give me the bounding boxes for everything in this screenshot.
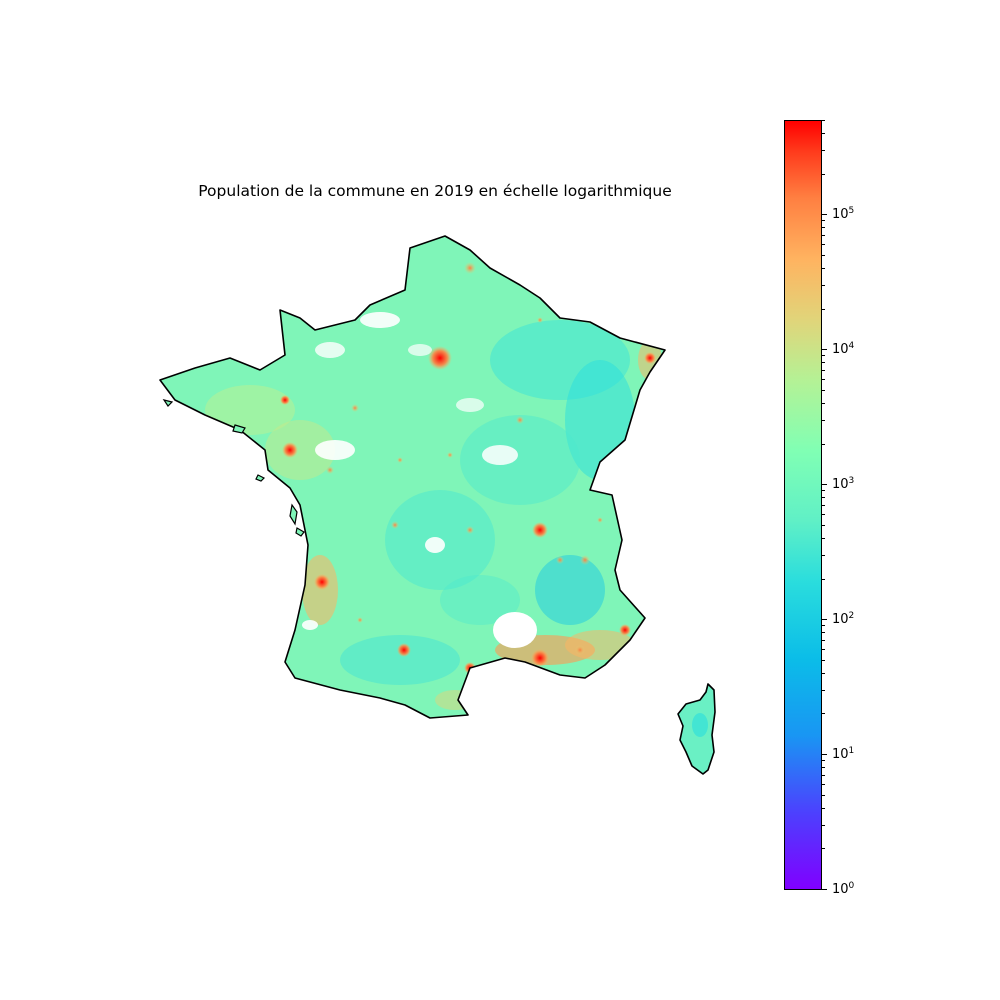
- city-toulouse: [397, 643, 411, 657]
- city-lyon: [532, 522, 548, 538]
- colorbar-tick-label: 103: [832, 476, 854, 492]
- colorbar-minor-tick: [822, 632, 825, 634]
- colorbar-minor-tick: [822, 490, 825, 492]
- tick-base: 10: [832, 612, 849, 628]
- city-bordeaux: [314, 574, 330, 590]
- colorbar-minor-tick: [822, 389, 825, 391]
- colorbar-tick-label: 105: [832, 206, 854, 222]
- map-title: Population de la commune en 2019 en éche…: [198, 182, 672, 200]
- colorbar-minor-tick: [822, 244, 825, 246]
- colorbar-minor-tick: [822, 362, 825, 364]
- city-nice: [619, 624, 631, 636]
- colorbar-minor-tick: [822, 268, 825, 269]
- corsica: [677, 683, 716, 775]
- colorbar-tick: [822, 619, 827, 621]
- colorbar-tick: [822, 754, 827, 756]
- city-paris: [428, 346, 452, 370]
- tick-exponent: 5: [848, 206, 855, 217]
- city-rennes: [280, 395, 290, 405]
- colorbar-minor-tick: [822, 767, 825, 769]
- colorbar-minor-tick: [822, 649, 825, 651]
- colorbar-tick-label: 104: [832, 341, 854, 357]
- colorbar-minor-tick: [822, 443, 825, 445]
- colorbar-minor-tick: [822, 807, 825, 809]
- colorbar-minor-tick: [822, 370, 825, 372]
- colorbar-minor-tick: [822, 689, 825, 691]
- colorbar-minor-tick: [822, 419, 825, 421]
- colorbar-tick-label: 102: [832, 611, 854, 627]
- tick-base: 10: [832, 477, 849, 493]
- tick-exponent: 3: [848, 476, 855, 487]
- colorbar-minor-tick: [822, 774, 825, 776]
- mainland-france: [159, 235, 666, 719]
- colorbar-minor-tick: [822, 402, 825, 404]
- city-lille: [464, 262, 476, 274]
- city-marseille: [531, 649, 549, 667]
- colorbar-minor-tick: [822, 713, 825, 715]
- colorbar-minor-tick: [822, 235, 825, 237]
- colorbar-minor-tick: [822, 220, 825, 222]
- colorbar-minor-tick: [822, 625, 825, 627]
- colorbar-minor-tick: [822, 760, 825, 762]
- city-strasbourg: [644, 352, 656, 364]
- city-grenoble: [580, 555, 590, 565]
- colorbar-minor-tick: [822, 672, 825, 674]
- colorbar-minor-tick: [822, 659, 825, 661]
- colorbar-minor-tick: [822, 173, 825, 175]
- colorbar-minor-tick: [822, 120, 825, 121]
- colorbar-minor-tick: [822, 227, 825, 229]
- tick-exponent: 4: [848, 341, 855, 352]
- colorbar-minor-tick: [822, 537, 825, 539]
- colorbar-tick: [822, 214, 827, 216]
- colorbar-minor-tick: [822, 254, 825, 256]
- tick-base: 10: [832, 747, 849, 763]
- tick-base: 10: [832, 207, 849, 223]
- colorbar-minor-tick: [822, 308, 825, 310]
- colorbar-tick: [822, 889, 827, 890]
- colorbar-minor-tick: [822, 133, 825, 135]
- colorbar-minor-tick: [822, 355, 825, 357]
- colorbar-minor-tick: [822, 149, 825, 151]
- tick-base: 10: [832, 342, 849, 358]
- tick-exponent: 0: [848, 880, 855, 891]
- colorbar-minor-tick: [822, 524, 825, 526]
- colorbar: [784, 120, 822, 890]
- colorbar-minor-tick: [822, 284, 825, 286]
- colorbar-minor-tick: [822, 578, 825, 580]
- colorbar-tick-label: 100: [832, 881, 854, 897]
- tick-exponent: 2: [848, 610, 855, 621]
- tick-base: 10: [832, 882, 849, 898]
- tick-exponent: 1: [848, 745, 855, 756]
- colorbar-minor-tick: [822, 379, 825, 381]
- colorbar-minor-tick: [822, 848, 825, 850]
- colorbar-minor-tick: [822, 554, 825, 556]
- colorbar-tick: [822, 349, 827, 351]
- colorbar-minor-tick: [822, 505, 825, 507]
- colorbar-minor-tick: [822, 497, 825, 499]
- colorbar-tick: [822, 484, 827, 486]
- city-nantes: [282, 442, 298, 458]
- mainland-outline: [159, 235, 666, 719]
- colorbar-tick-label: 101: [832, 746, 854, 762]
- colorbar-minor-tick: [822, 824, 825, 826]
- colorbar-minor-tick: [822, 783, 825, 785]
- colorbar-minor-tick: [822, 794, 825, 796]
- colorbar-minor-tick: [822, 514, 825, 516]
- colorbar-minor-tick: [822, 640, 825, 642]
